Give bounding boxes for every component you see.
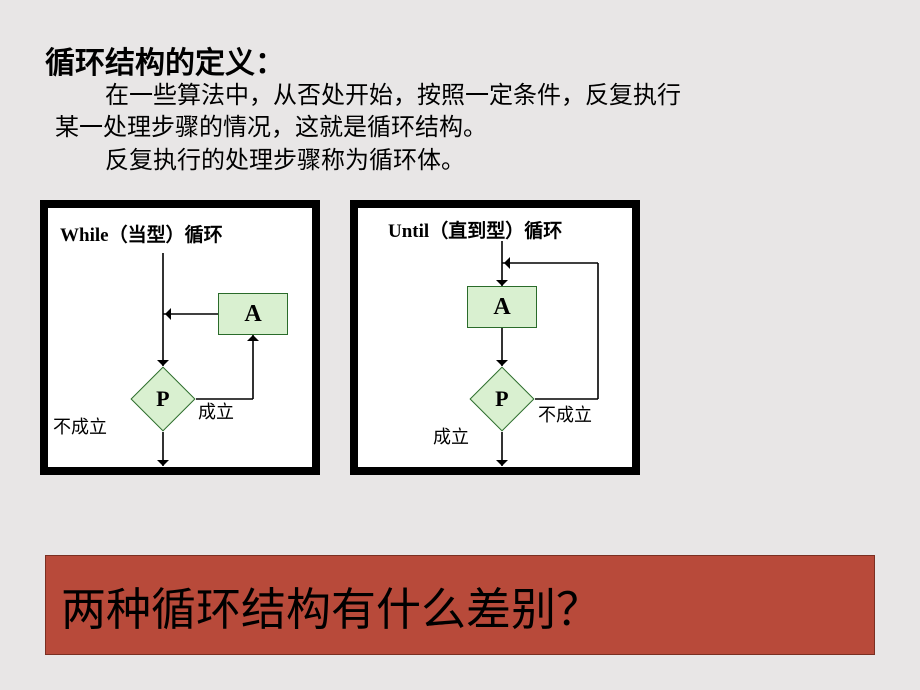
while-label-true: 成立 — [198, 398, 234, 424]
para-line2: 某一处理步骤的情况，这就是循环结构。 — [55, 112, 681, 144]
until-decision-p-label: P — [495, 386, 508, 412]
while-label-false: 不成立 — [53, 413, 107, 439]
until-flowlines — [358, 208, 632, 467]
para-line3: 反复执行的处理步骤称为循环体。 — [105, 145, 681, 177]
until-title-en: Until — [388, 221, 429, 242]
while-title-en: While — [60, 225, 109, 246]
while-title-cn: （当型）循环 — [109, 225, 223, 246]
until-label-false: 不成立 — [538, 401, 592, 427]
until-process-a: A — [467, 286, 537, 328]
while-title: While（当型）循环 — [60, 220, 223, 247]
while-process-a: A — [218, 293, 288, 335]
while-process-a-label: A — [244, 301, 261, 328]
question-text: 两种循环结构有什么差别？ — [61, 573, 601, 638]
until-title-cn: （直到型）循环 — [429, 221, 562, 242]
section-title: 循环结构的定义： — [45, 38, 285, 82]
question-banner: 两种循环结构有什么差别？ — [45, 555, 875, 655]
definition-paragraph: 在一些算法中，从否处开始，按照一定条件，反复执行 某一处理步骤的情况，这就是循环… — [55, 80, 681, 177]
until-label-true: 成立 — [433, 423, 469, 449]
while-decision-p: P — [130, 366, 195, 431]
until-process-a-label: A — [493, 294, 510, 321]
while-decision-p-label: P — [156, 386, 169, 412]
until-decision-p: P — [469, 366, 534, 431]
until-title: Until（直到型）循环 — [388, 216, 562, 243]
while-loop-diagram: While（当型）循环 A P 不成立 成立 — [40, 200, 320, 475]
until-loop-diagram: Until（直到型）循环 A P 不成立 成立 — [350, 200, 640, 475]
para-line1: 在一些算法中，从否处开始，按照一定条件，反复执行 — [105, 80, 681, 112]
